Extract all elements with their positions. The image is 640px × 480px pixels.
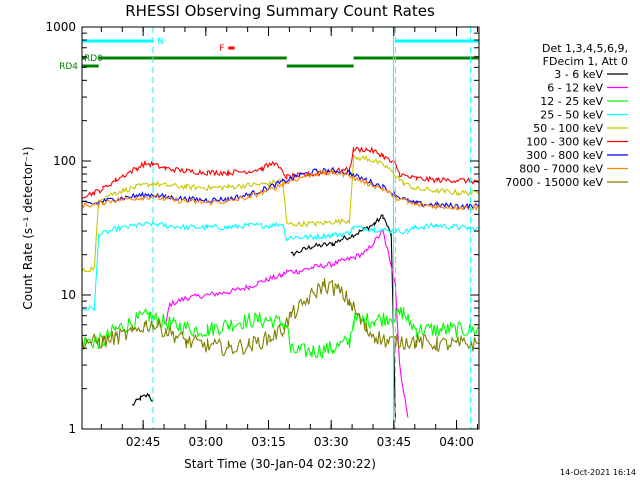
flag-f-label: F	[219, 44, 224, 54]
series-7000-15000-kev	[81, 278, 480, 357]
series-3-6-kev	[131, 214, 396, 421]
legend-label: 50 - 100 keV	[533, 122, 603, 135]
legend-label: 100 - 300 keV	[526, 136, 603, 149]
series-lines	[81, 146, 480, 421]
axes: 1 10 100 1000 02:45 03:00 03:15 03:30 03:45 04:00	[45, 20, 479, 449]
series-300-800-kev	[81, 166, 480, 211]
legend: Det 1,3,4,5,6,9,FDecim 1, Att 03 - 6 keV…	[505, 42, 628, 189]
x-tick-label: 03:00	[189, 435, 224, 449]
flag-rd4-label: RD4	[59, 62, 78, 72]
y-tick-label: 1000	[45, 20, 76, 34]
series-25-50-kev	[81, 221, 480, 311]
x-tick-label: 03:30	[314, 435, 349, 449]
y-axis-label: Count Rate (s⁻¹ detector⁻¹)	[21, 146, 35, 309]
series-6-12-kev	[165, 228, 409, 418]
flag-n-label: N	[157, 37, 164, 47]
flag-rd0-label: RD0	[84, 54, 103, 64]
attenuator-flag-bars: N RD0 RD4 F	[59, 37, 479, 72]
x-tick-label: 02:45	[126, 435, 161, 449]
y-tick-label: 100	[53, 154, 76, 168]
x-axis-label: Start Time (30-Jan-04 02:30:22)	[184, 457, 376, 471]
x-tick-label: 04:00	[439, 435, 474, 449]
saa-lines	[152, 27, 472, 429]
y-tick-label: 10	[61, 288, 76, 302]
y-tick-label: 1	[68, 422, 76, 436]
legend-label: 6 - 12 keV	[547, 82, 603, 95]
footer-timestamp: 14-Oct-2021 16:14	[560, 468, 636, 477]
legend-label: 800 - 7000 keV	[519, 163, 603, 176]
series-50-100-kev	[81, 154, 480, 273]
x-tick-label: 03:45	[377, 435, 412, 449]
legend-header-line: FDecim 1, Att 0	[543, 55, 628, 68]
series-12-25-kev	[81, 306, 480, 360]
series-800-7000-kev	[81, 168, 480, 212]
series-100-300-kev	[81, 146, 480, 199]
plot-frame	[81, 26, 480, 430]
x-tick-label: 03:15	[251, 435, 286, 449]
legend-label: 300 - 800 keV	[526, 149, 603, 162]
chart-title: RHESSI Observing Summary Count Rates	[125, 2, 435, 20]
legend-label: 3 - 6 keV	[554, 68, 603, 81]
legend-label: 12 - 25 keV	[540, 95, 603, 108]
legend-header-line: Det 1,3,4,5,6,9,	[542, 42, 628, 55]
legend-label: 7000 - 15000 keV	[505, 176, 603, 189]
legend-label: 25 - 50 keV	[540, 109, 603, 122]
